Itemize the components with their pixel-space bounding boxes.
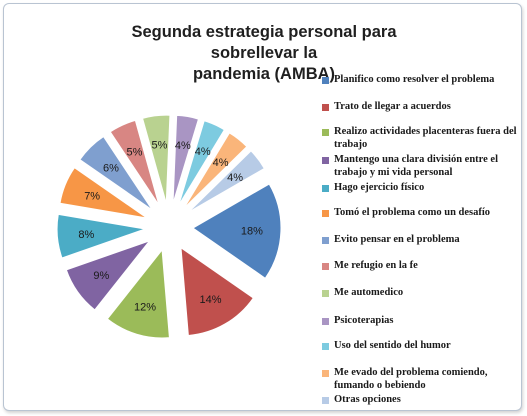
pie-slice-10 [172, 114, 200, 204]
chart-title-line-1: Segunda estrategia personal para sobrell… [131, 23, 397, 62]
pie-slice-8 [109, 119, 160, 206]
chart-title: Segunda estrategia personal para sobrell… [99, 22, 429, 85]
legend-swatch [322, 318, 329, 325]
pie-slice-11 [178, 120, 226, 206]
legend-item: Me refugio en la fe [322, 260, 521, 273]
legend-label: Otras opciones [334, 394, 401, 405]
legend-swatch [322, 343, 329, 350]
legend-item: Hago ejercicio físico [322, 182, 521, 195]
legend-swatch [322, 210, 329, 217]
slice-value-label: 8% [78, 229, 94, 241]
legend-item: Mantengo una clara división entre el tra… [322, 154, 521, 179]
legend-label: Me evado del problema comiendo, fumando … [334, 367, 488, 391]
legend-label: Me automedico [334, 287, 404, 298]
slice-value-label: 4% [175, 140, 191, 152]
legend-item: Realizo actividades placenteras fuera de… [322, 126, 521, 151]
legend-label: Realizo actividades placenteras fuera de… [334, 126, 517, 150]
legend-item: Tomó el problema como un desafío [322, 207, 521, 220]
chart-frame: Segunda estrategia personal para sobrell… [3, 3, 522, 411]
legend-item: Psicoterapias [322, 315, 521, 328]
legend-label: Planifico como resolver el problema [334, 74, 495, 85]
pie-slice-4 [65, 239, 151, 311]
legend-label: Psicoterapias [334, 315, 394, 326]
slice-value-label: 4% [227, 172, 243, 184]
legend-item: Trato de llegar a acuerdos [322, 101, 521, 114]
legend-label: Uso del sentido del humor [334, 340, 451, 351]
legend-label: Trato de llegar a acuerdos [334, 101, 451, 112]
pie-slice-7 [79, 135, 153, 211]
slice-value-label: 12% [134, 301, 156, 313]
legend-item: Me evado del problema comiendo, fumando … [322, 367, 521, 392]
slice-value-label: 6% [103, 163, 119, 175]
slice-value-label: 5% [126, 147, 142, 159]
slice-value-label: 14% [199, 294, 221, 306]
legend-item: Otras opciones [322, 394, 521, 407]
pie-slice-2 [180, 246, 254, 337]
slice-value-label: 5% [152, 140, 168, 152]
legend-swatch [322, 370, 329, 377]
pie-slice-13 [187, 150, 266, 213]
legend-swatch [322, 77, 329, 84]
legend-item: Me automedico [322, 287, 521, 300]
pie-slice-1 [192, 183, 282, 279]
legend-label: Tomó el problema como un desafío [334, 207, 491, 218]
pie-slice-5 [56, 213, 146, 259]
slice-value-label: 18% [241, 225, 263, 237]
legend-item: Uso del sentido del humor [322, 340, 521, 353]
slice-value-label: 4% [213, 157, 229, 169]
pie-slice-6 [59, 167, 148, 219]
legend-swatch [322, 104, 329, 111]
legend-swatch [322, 237, 329, 244]
legend-swatch [322, 397, 329, 404]
slice-value-label: 4% [195, 146, 211, 158]
legend-swatch [322, 157, 329, 164]
legend-label: Evito pensar en el problema [334, 234, 460, 245]
legend-swatch [322, 129, 329, 136]
pie-chart: 18%14%12%9%8%7%6%5%5% 4%4%4%4% [56, 114, 282, 339]
pie-slice-12 [183, 132, 248, 209]
chart-title-line-2: pandemia (AMBA) [192, 65, 336, 83]
slice-value-label: 7% [84, 191, 100, 203]
slice-value-label: 9% [93, 270, 109, 282]
pie-slice-9 [141, 114, 171, 204]
legend-label: Hago ejercicio físico [334, 182, 425, 193]
legend-swatch [322, 263, 329, 270]
pie-slice-3 [106, 248, 170, 339]
legend-swatch [322, 290, 329, 297]
legend-label: Me refugio en la fe [334, 260, 418, 271]
legend-swatch [322, 185, 329, 192]
legend-item: Evito pensar en el problema [322, 234, 521, 247]
legend-label: Mantengo una clara división entre el tra… [334, 154, 499, 178]
legend-item: Planifico como resolver el problema [322, 74, 521, 87]
